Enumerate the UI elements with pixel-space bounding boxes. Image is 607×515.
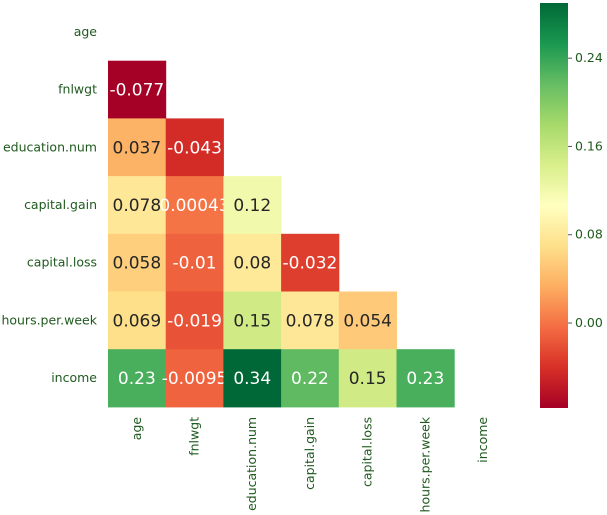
- cell-value-label: 0.23: [118, 369, 156, 389]
- column-label: age: [129, 417, 144, 441]
- cell-value-label: 0.058: [113, 254, 162, 274]
- cell-value-label: 0.078: [113, 196, 162, 216]
- cell-value-label: 0.15: [233, 311, 271, 331]
- column-label: hours.per.week: [417, 416, 432, 512]
- column-label: education.num: [244, 417, 259, 511]
- column-label: fnlwgt: [187, 417, 202, 456]
- cell-value-label: -0.077: [109, 81, 164, 101]
- cell-value-label: -0.0095: [162, 369, 228, 389]
- colorbar-tick-label: 0.08: [575, 227, 603, 242]
- cell-value-label: 0.34: [233, 369, 271, 389]
- column-label: income: [475, 417, 490, 463]
- cell-value-label: 0.078: [286, 311, 335, 331]
- cell-value-label: 0.22: [291, 369, 329, 389]
- row-label: education.num: [3, 139, 97, 154]
- cell-value-label: -0.043: [167, 138, 222, 158]
- cell-value-label: -0.032: [283, 254, 338, 274]
- row-labels: age fnlwgt education.num capital.gain capita…: [1, 24, 97, 385]
- cell-value-label: 0.00043: [159, 196, 229, 216]
- colorbar-tick-label: 0.16: [575, 138, 603, 153]
- row-label: income: [51, 370, 97, 385]
- cell-value-label: 0.08: [233, 254, 271, 274]
- colorbar-gradient: [540, 3, 568, 408]
- row-label: fnlwgt: [58, 82, 97, 97]
- colorbar-tick-label: 0.24: [575, 50, 603, 65]
- row-label: capital.loss: [27, 255, 97, 270]
- column-label: capital.loss: [360, 417, 375, 487]
- cell-value-label: -0.019: [167, 311, 222, 331]
- cell-value-label: 0.12: [233, 196, 271, 216]
- cell-value-label: 0.037: [113, 138, 162, 158]
- column-labels: age fnlwgt education.num capital.gain capita…: [129, 416, 490, 512]
- row-label: capital.gain: [24, 197, 97, 212]
- cell-value-label: 0.069: [113, 311, 162, 331]
- column-label: capital.gain: [302, 417, 317, 490]
- cell-value-label: 0.23: [406, 369, 444, 389]
- cell-value-label: 0.054: [343, 311, 392, 331]
- cell-value-label: -0.01: [173, 254, 217, 274]
- row-label: hours.per.week: [1, 312, 97, 327]
- colorbar-tick-label: 0.00: [575, 315, 603, 330]
- colorbar: 0.00 0.08 0.16 0.24: [540, 3, 603, 408]
- cell-value-label: 0.15: [349, 369, 387, 389]
- row-label: age: [74, 24, 98, 39]
